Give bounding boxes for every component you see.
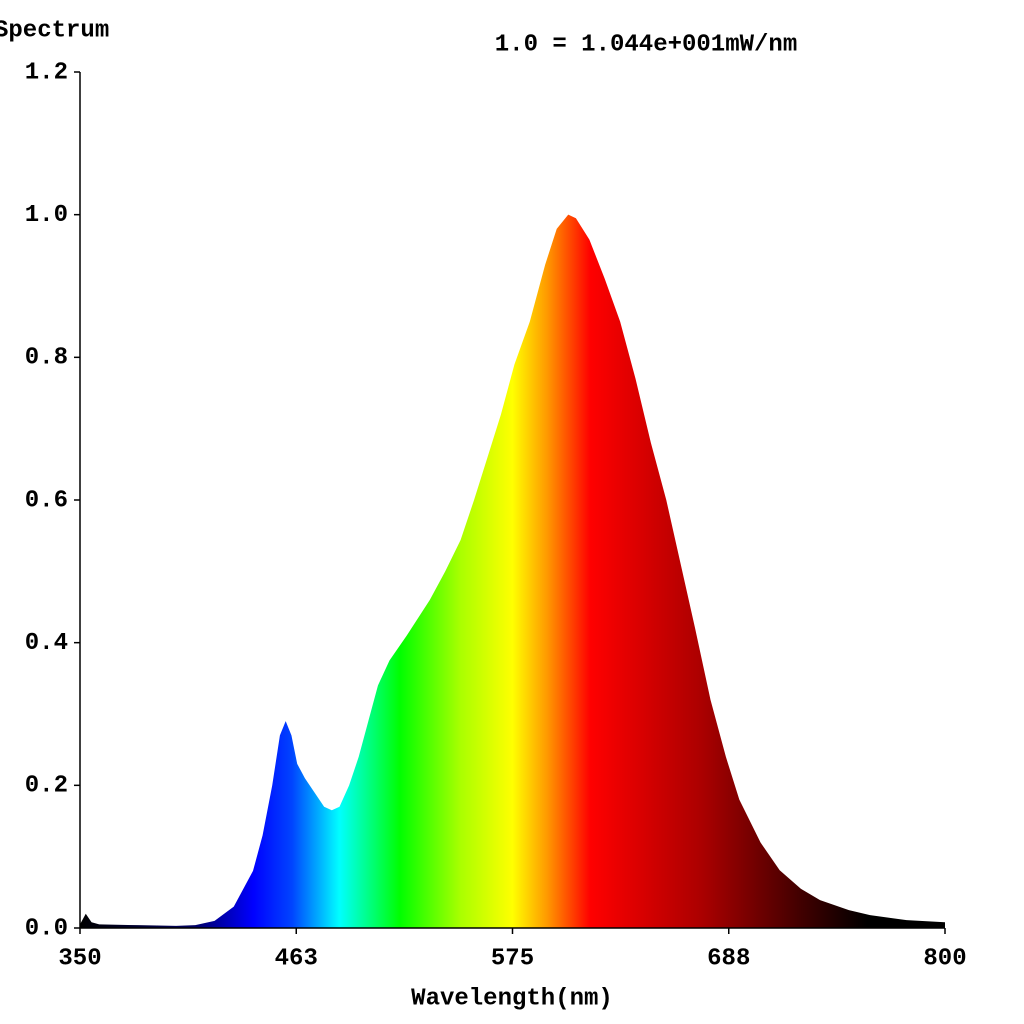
x-tick-label: 350 bbox=[58, 945, 101, 972]
y-tick-label: 1.0 bbox=[25, 202, 68, 229]
y-tick-label: 0.8 bbox=[25, 345, 68, 372]
chart-title: Spectrum bbox=[0, 17, 109, 44]
x-tick-label: 463 bbox=[275, 945, 318, 972]
y-tick-label: 1.2 bbox=[25, 59, 68, 86]
y-tick-label: 0.6 bbox=[25, 487, 68, 514]
chart-subtitle: 1.0 = 1.044e+001mW/nm bbox=[495, 31, 797, 58]
spectrum-area bbox=[80, 214, 945, 928]
x-tick-label: 688 bbox=[707, 945, 750, 972]
y-tick-label: 0.2 bbox=[25, 773, 68, 800]
y-tick-label: 0.0 bbox=[25, 915, 68, 942]
plot-area: 0.0 0.2 0.4 0.6 0.8 1.0 1.2 350 463 575 688 800 bbox=[25, 59, 967, 972]
y-tick-label: 0.4 bbox=[25, 630, 68, 657]
x-axis-label: Wavelength(nm) bbox=[411, 985, 613, 1012]
x-tick-label: 800 bbox=[923, 945, 966, 972]
x-tick-label: 575 bbox=[491, 945, 534, 972]
